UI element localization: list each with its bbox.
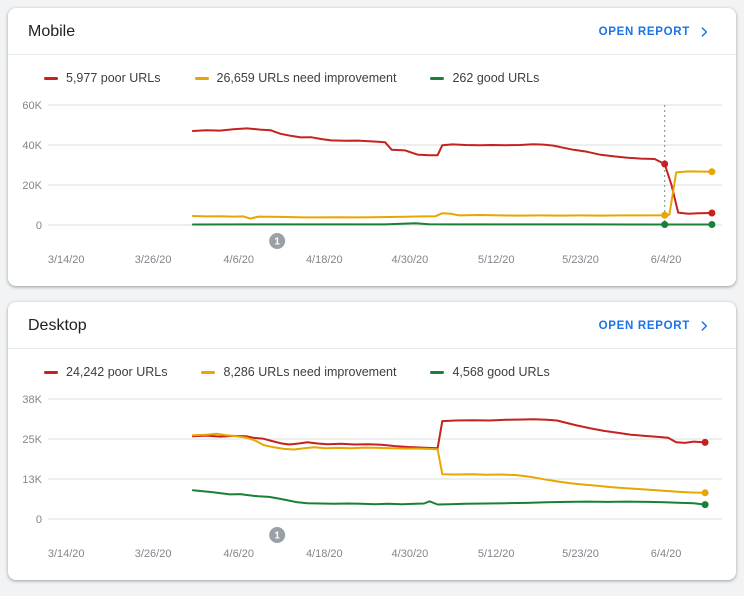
series-point-dot	[701, 438, 709, 446]
legend-item: 5,977 poor URLs	[44, 71, 161, 85]
x-axis-tick-label: 6/4/20	[651, 254, 682, 266]
x-axis-tick-label: 5/12/20	[478, 254, 515, 266]
open-report-label: OPEN REPORT	[598, 320, 690, 332]
legend-item: 4,568 good URLs	[430, 365, 550, 379]
series-line-good-urls	[191, 222, 713, 226]
x-axis-tick-label: 3/14/20	[48, 254, 85, 266]
y-axis-tick-label: 0	[36, 220, 42, 232]
desktop-legend: 24,242 poor URLs 8,286 URLs need improve…	[8, 349, 736, 379]
series-line-urls-need-improvement	[191, 432, 707, 494]
legend-item: 8,286 URLs need improvement	[201, 365, 396, 379]
chevron-right-icon	[696, 24, 712, 40]
chart-annotation-marker[interactable]	[269, 527, 286, 543]
desktop-chart-area: 0 13K 25K 38K 3/14/20 3/26/20 4/6/20 4/18/20 4/3…	[8, 379, 736, 580]
x-axis-tick-label: 4/6/20	[223, 548, 254, 560]
y-axis-tick-label: 25K	[22, 434, 42, 446]
card-title: Desktop	[28, 317, 87, 334]
y-axis-tick-label: 20K	[22, 180, 42, 192]
mobile-chart-area: 0 20K 40K 60K 3/14/20 3/26/20 4/6/20 4/18/20 4/3…	[8, 85, 736, 286]
desktop-card: Desktop OPEN REPORT 24,242 poor URLs 8,2…	[8, 302, 736, 580]
series-point-dot	[661, 221, 669, 228]
series-point-dot	[708, 221, 716, 228]
mobile-card: Mobile OPEN REPORT 5,977 poor URLs 26,65…	[8, 8, 736, 286]
chevron-right-icon	[696, 318, 712, 334]
legend-item: 262 good URLs	[430, 71, 539, 85]
series-line-urls-need-improvement	[191, 170, 713, 220]
series-line-good-urls	[191, 489, 707, 506]
open-report-link[interactable]: OPEN REPORT	[599, 318, 712, 334]
chart-annotation-marker-label: 1	[274, 531, 280, 542]
legend-item: 24,242 poor URLs	[44, 365, 167, 379]
series-point-dot	[661, 211, 669, 219]
legend-label: 8,286 URLs need improvement	[223, 365, 397, 379]
legend-label: 24,242 poor URLs	[66, 365, 168, 379]
mobile-card-header: Mobile OPEN REPORT	[8, 8, 736, 55]
x-axis-tick-label: 4/6/20	[223, 254, 254, 266]
x-axis-tick-label: 4/30/20	[392, 254, 429, 266]
legend-item: 26,659 URLs need improvement	[194, 71, 397, 85]
chart-annotation-marker-label: 1	[274, 237, 280, 248]
x-axis-tick-label: 3/26/20	[135, 548, 172, 560]
x-axis-tick-label: 3/14/20	[48, 548, 85, 560]
poor-urls-swatch	[44, 370, 58, 374]
chart-annotation-marker[interactable]	[269, 233, 286, 249]
series-point-dot	[661, 160, 669, 168]
mobile-legend: 5,977 poor URLs 26,659 URLs need improve…	[8, 55, 736, 85]
x-axis-tick-label: 3/26/20	[135, 254, 172, 266]
series-point-dot	[708, 168, 716, 176]
series-point-dot	[701, 501, 709, 509]
series-line-poor-urls	[191, 418, 707, 450]
legend-label: 26,659 URLs need improvement	[216, 71, 397, 85]
poor-urls-swatch	[44, 76, 58, 80]
open-report-label: OPEN REPORT	[598, 26, 690, 38]
x-axis-tick-label: 5/12/20	[478, 548, 515, 560]
x-axis-tick-label: 4/18/20	[306, 548, 343, 560]
legend-label: 262 good URLs	[452, 71, 540, 85]
desktop-card-header: Desktop OPEN REPORT	[8, 302, 736, 349]
y-axis-tick-label: 60K	[22, 100, 42, 112]
legend-label: 4,568 good URLs	[452, 365, 550, 379]
desktop-vitals-line-chart: 0 13K 25K 38K 3/14/20 3/26/20 4/6/20 4/18/20 4/3…	[22, 394, 722, 560]
good-urls-swatch	[430, 370, 445, 374]
series-point-dot	[701, 489, 709, 497]
mobile-vitals-line-chart: 0 20K 40K 60K 3/14/20 3/26/20 4/6/20 4/18/20 4/3…	[22, 100, 722, 266]
y-axis-tick-label: 0	[36, 514, 42, 526]
y-axis-tick-label: 13K	[22, 474, 42, 486]
y-axis-tick-label: 40K	[22, 140, 42, 152]
x-axis-tick-label: 6/4/20	[651, 548, 682, 560]
good-urls-swatch	[430, 76, 445, 80]
x-axis-tick-label: 4/18/20	[306, 254, 343, 266]
legend-label: 5,977 poor URLs	[66, 71, 161, 85]
series-line-poor-urls	[191, 127, 713, 215]
needs-improvement-urls-swatch	[201, 370, 216, 374]
x-axis-tick-label: 4/30/20	[392, 548, 429, 560]
x-axis-tick-label: 5/23/20	[562, 548, 599, 560]
y-axis-tick-label: 38K	[22, 394, 42, 406]
card-title: Mobile	[28, 23, 76, 40]
x-axis-tick-label: 5/23/20	[562, 254, 599, 266]
open-report-link[interactable]: OPEN REPORT	[599, 24, 712, 40]
series-point-dot	[708, 209, 716, 217]
needs-improvement-urls-swatch	[194, 76, 209, 80]
